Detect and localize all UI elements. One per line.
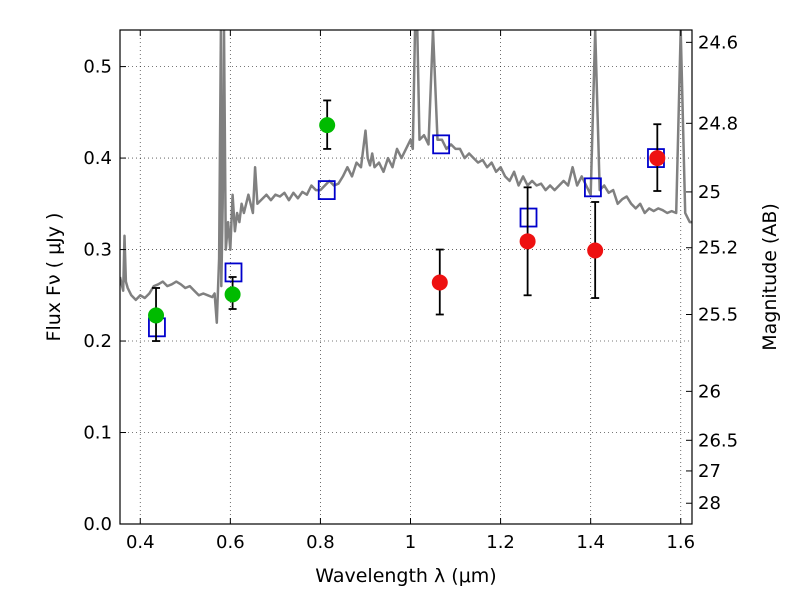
- y2-tick-label: 25.2: [698, 238, 738, 259]
- y-tick-label: 0.2: [83, 331, 112, 352]
- y-tick-label: 0.0: [83, 514, 112, 535]
- observed-flux-point: [519, 233, 536, 250]
- model-flux-square: [519, 207, 538, 228]
- y2-tick-label: 26: [698, 381, 721, 402]
- observed-flux-point: [148, 307, 165, 324]
- x-axis-label: Wavelength λ (μm): [315, 565, 496, 587]
- x-tick-label: 1.2: [486, 532, 515, 553]
- y2-tick-label: 25: [698, 182, 721, 203]
- y2-tick-label: 26.5: [698, 430, 738, 451]
- y-tick-label: 0.3: [83, 240, 112, 261]
- model-flux-square: [584, 177, 602, 198]
- x-tick-label: 1: [405, 532, 416, 553]
- observed-flux-point: [224, 286, 241, 303]
- x-tick-label: 0.8: [306, 532, 335, 553]
- spectrum-line: [120, 30, 692, 324]
- y-tick-label: 0.4: [83, 148, 112, 169]
- model-flux-square: [432, 134, 451, 155]
- series-layer: [120, 30, 692, 342]
- x-tick-label: 1.4: [576, 532, 605, 553]
- observed-flux-point: [319, 117, 336, 134]
- x-tick-label: 0.6: [216, 532, 245, 553]
- y2-tick-label: 24.8: [698, 113, 738, 134]
- observed-flux-point: [431, 274, 448, 291]
- y2-tick-label: 28: [698, 493, 721, 514]
- observed-flux-point: [649, 150, 666, 167]
- observed-flux-point: [587, 242, 604, 259]
- model-flux-square: [224, 262, 243, 283]
- y-tick-label: 0.1: [83, 423, 112, 444]
- plot-background: [120, 30, 692, 524]
- y2-tick-label: 24.6: [698, 32, 738, 53]
- y-axis-label: Flux Fν ( μJy ): [43, 213, 65, 342]
- y2-tick-label: 25.5: [698, 305, 738, 326]
- y-tick-label: 0.5: [83, 57, 112, 78]
- ticks-layer: 0.4 0.6 0.8 1 1.2 1.4 1.6 0.0 0.1 0.2 0.3 0.4 0.5 24.…: [83, 30, 738, 553]
- plot-frame: [119, 29, 693, 525]
- x-tick-label: 1.6: [666, 532, 695, 553]
- model-flux-square: [317, 180, 336, 200]
- x-tick-label: 0.4: [126, 532, 155, 553]
- y2-axis-label: Magnitude (AB): [759, 203, 781, 351]
- y2-tick-label: 27: [698, 461, 721, 482]
